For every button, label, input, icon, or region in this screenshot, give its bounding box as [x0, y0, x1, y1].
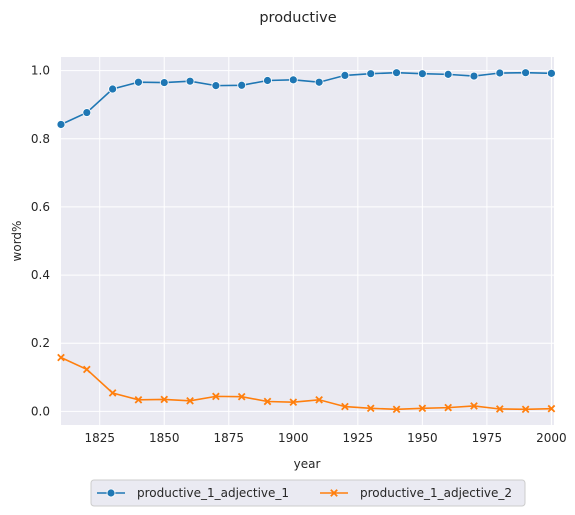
x-tick-label: 1975 [472, 431, 503, 445]
data-point [238, 81, 246, 89]
data-point [212, 82, 220, 90]
legend-label: productive_1_adjective_2 [360, 486, 512, 500]
y-tick-label: 0.6 [31, 200, 50, 214]
x-tick-label: 1900 [278, 431, 309, 445]
data-point [341, 71, 349, 79]
y-tick-label: 0.4 [31, 268, 50, 282]
data-point [186, 77, 194, 85]
legend-marker [107, 489, 115, 497]
legend: productive_1_adjective_1 productive_1_adj… [91, 480, 525, 506]
x-tick-label: 2000 [536, 431, 567, 445]
data-point [393, 69, 401, 77]
x-tick-label: 1825 [84, 431, 115, 445]
x-tick-label: 1925 [343, 431, 374, 445]
y-tick-label: 0.0 [31, 404, 50, 418]
data-point [83, 109, 91, 117]
x-tick-label: 1850 [149, 431, 180, 445]
x-tick-label: 1950 [407, 431, 438, 445]
data-point [109, 85, 117, 93]
x-axis-label: year [294, 457, 321, 471]
data-point [263, 77, 271, 85]
y-tick-label: 0.2 [31, 336, 50, 350]
data-point [496, 69, 504, 77]
data-point [470, 72, 478, 80]
data-point [160, 79, 168, 87]
data-point [367, 70, 375, 78]
data-point [547, 69, 555, 77]
x-tick-label: 1875 [214, 431, 245, 445]
data-point [315, 78, 323, 86]
y-tick-label: 1.0 [31, 64, 50, 78]
data-point [418, 70, 426, 78]
data-point [444, 70, 452, 78]
chart-title: productive [259, 10, 336, 26]
plot-area [61, 57, 554, 425]
legend-label: productive_1_adjective_1 [137, 486, 289, 500]
y-axis-label: word% [10, 221, 24, 262]
y-tick-label: 0.8 [31, 132, 50, 146]
data-point [57, 120, 65, 128]
data-point [134, 78, 142, 86]
data-point [289, 76, 297, 84]
data-point [522, 69, 530, 77]
